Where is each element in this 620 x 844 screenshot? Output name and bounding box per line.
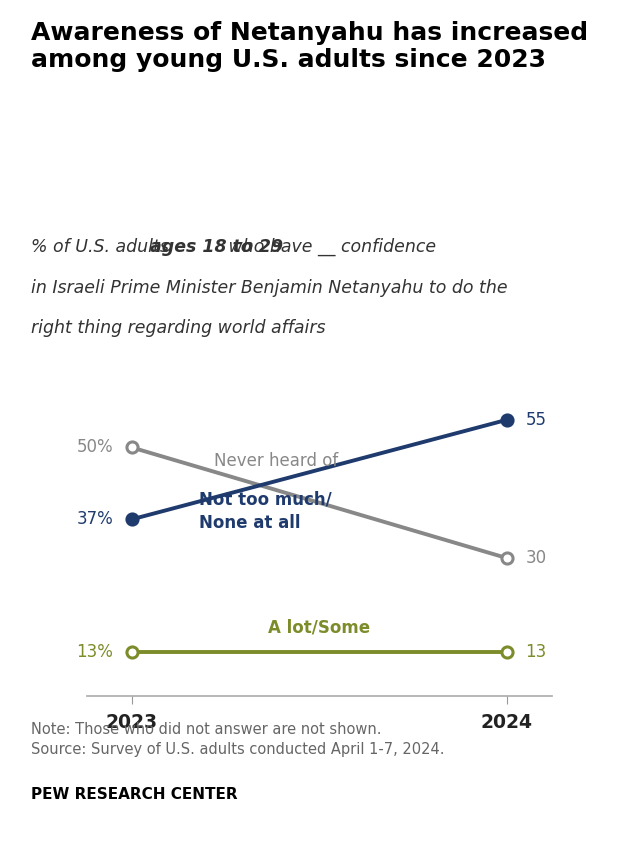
Text: ages 18 to 29: ages 18 to 29	[150, 238, 283, 256]
Text: Note: Those who did not answer are not shown.
Source: Survey of U.S. adults cond: Note: Those who did not answer are not s…	[31, 722, 445, 757]
Text: in Israeli Prime Minister Benjamin Netanyahu to do the: in Israeli Prime Minister Benjamin Netan…	[31, 279, 508, 296]
Text: 37%: 37%	[76, 511, 113, 528]
Text: Awareness of Netanyahu has increased
among young U.S. adults since 2023: Awareness of Netanyahu has increased amo…	[31, 21, 588, 72]
Text: PEW RESEARCH CENTER: PEW RESEARCH CENTER	[31, 787, 237, 802]
Text: 55: 55	[526, 411, 547, 429]
Text: A lot/Some: A lot/Some	[268, 618, 370, 636]
Text: % of U.S. adults: % of U.S. adults	[31, 238, 174, 256]
Text: Not too much/
None at all: Not too much/ None at all	[199, 490, 332, 532]
Text: 50%: 50%	[76, 439, 113, 457]
Text: who have __ confidence: who have __ confidence	[223, 238, 436, 257]
Text: Never heard of: Never heard of	[215, 452, 339, 470]
Text: 13: 13	[526, 643, 547, 661]
Text: 13%: 13%	[76, 643, 113, 661]
Text: 30: 30	[526, 549, 547, 567]
Text: right thing regarding world affairs: right thing regarding world affairs	[31, 319, 326, 337]
